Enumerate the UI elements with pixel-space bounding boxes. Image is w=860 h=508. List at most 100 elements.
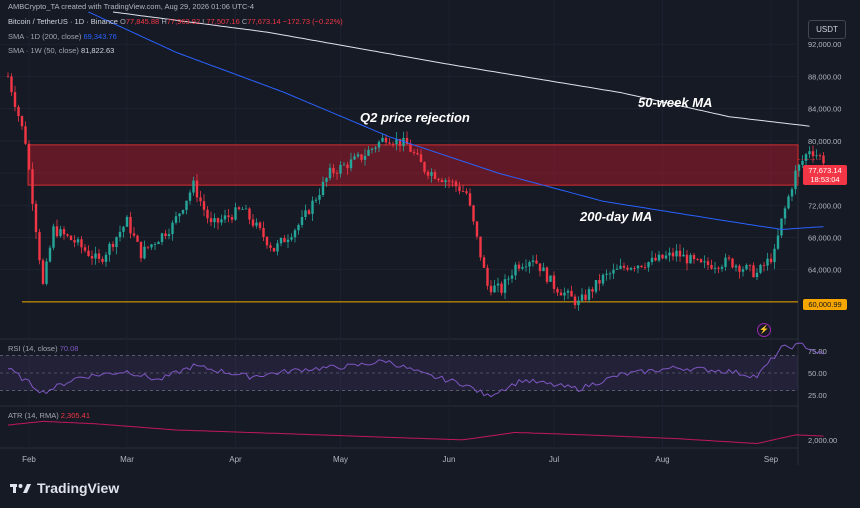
candle-body xyxy=(412,151,416,154)
candle-body xyxy=(692,255,696,259)
candle-body xyxy=(801,160,804,165)
rsi-legend[interactable]: RSI (14, close) 70.08 xyxy=(8,344,78,353)
candle-body xyxy=(262,227,265,238)
candle-body xyxy=(66,234,69,236)
candle-body xyxy=(90,255,94,259)
price-tick-label: 68,000.00 xyxy=(808,233,841,242)
candle-body xyxy=(307,210,311,214)
candle-body xyxy=(52,226,55,248)
candle-body xyxy=(146,246,150,248)
candle-body xyxy=(804,154,808,161)
candle-body xyxy=(664,255,668,259)
candle-body xyxy=(500,283,503,293)
candle-body xyxy=(167,234,171,237)
candle-body xyxy=(10,76,13,93)
atr-label: ATR (14, RMA) xyxy=(8,411,59,420)
price-tick-label: 72,000.00 xyxy=(808,201,841,210)
lightning-icon[interactable]: ⚡ xyxy=(757,323,771,337)
candle-body xyxy=(300,217,304,225)
support-price-tag: 60,000.99 xyxy=(803,299,847,310)
candle-body xyxy=(531,260,535,263)
candle-body xyxy=(279,237,283,244)
symbol-name[interactable]: Bitcoin / TetherUS · 1D · Binance xyxy=(8,17,118,26)
candle-body xyxy=(76,239,80,243)
candle-body xyxy=(237,207,241,210)
candle-body xyxy=(591,289,594,292)
candle-body xyxy=(577,300,580,306)
close-label: C xyxy=(241,17,248,26)
close-value: 77,673.14 xyxy=(247,17,281,26)
candle-body xyxy=(594,280,598,292)
candle-body xyxy=(657,254,661,261)
currency-button[interactable]: USDT xyxy=(808,20,846,39)
candle-body xyxy=(188,192,192,201)
candle-body xyxy=(230,217,234,220)
candle-body xyxy=(437,178,440,180)
candle-body xyxy=(759,264,762,273)
rsi-value: 70.08 xyxy=(59,344,79,353)
candle-body xyxy=(731,258,734,268)
candle-body xyxy=(391,143,395,145)
candle-body xyxy=(342,164,346,166)
sma50-label: SMA · 1W (50, close) xyxy=(8,46,79,55)
candle-body xyxy=(370,148,374,150)
candle-body xyxy=(559,292,563,296)
candle-body xyxy=(377,141,381,148)
candle-body xyxy=(80,239,83,248)
price-tick-label: 64,000.00 xyxy=(808,266,841,275)
candle-body xyxy=(132,233,136,236)
candle-body xyxy=(181,209,185,214)
candle-body xyxy=(451,181,454,183)
candle-body xyxy=(640,265,643,268)
time-axis-label: Apr xyxy=(229,455,242,464)
candle-body xyxy=(160,233,164,243)
candle-body xyxy=(69,235,73,241)
candle-body xyxy=(94,253,97,259)
candle-body xyxy=(619,265,622,269)
candle-body xyxy=(293,230,297,238)
candle-body xyxy=(20,116,24,127)
candle-body xyxy=(185,200,188,210)
sma50-legend[interactable]: SMA · 1W (50, close) 81,822.63 xyxy=(8,46,114,55)
candle-body xyxy=(409,144,412,152)
candle-body xyxy=(556,288,559,293)
candle-body xyxy=(626,267,629,270)
candle-body xyxy=(818,155,822,157)
candle-body xyxy=(647,262,650,268)
candle-body xyxy=(650,257,654,263)
candle-body xyxy=(202,201,206,210)
candle-body xyxy=(612,269,615,274)
candle-body xyxy=(668,252,671,256)
candle-body xyxy=(535,260,538,264)
candle-body xyxy=(24,126,27,144)
candle-body xyxy=(524,266,528,268)
sma200-legend[interactable]: SMA · 1D (200, close) 69,343.76 xyxy=(8,32,117,41)
candle-body xyxy=(489,285,493,293)
candle-body xyxy=(153,244,157,245)
candle-body xyxy=(286,239,290,243)
candle-body xyxy=(283,237,286,243)
rsi-tick-label: 25.00 xyxy=(808,391,827,400)
candle-body xyxy=(174,216,178,223)
price-tick-label: 92,000.00 xyxy=(808,40,841,49)
candle-body xyxy=(521,267,524,269)
candle-body xyxy=(206,209,209,219)
candle-body xyxy=(125,216,129,227)
candle-body xyxy=(654,257,657,261)
atr-tick-label: 2,000.00 xyxy=(808,436,837,445)
atr-legend[interactable]: ATR (14, RMA) 2,305.41 xyxy=(8,411,90,420)
candle-body xyxy=(433,172,437,179)
candle-body xyxy=(699,259,703,263)
change-value: −172.73 (−0.22%) xyxy=(282,17,343,26)
candle-body xyxy=(671,252,675,257)
candle-body xyxy=(479,236,482,258)
candle-body xyxy=(815,155,818,157)
candle-body xyxy=(349,159,353,169)
chart-watermark-caption: AMBCrypto_TA created with TradingView.co… xyxy=(8,2,255,11)
candle-body xyxy=(276,243,279,252)
tradingview-mark-icon xyxy=(10,484,31,493)
candle-body xyxy=(339,164,342,174)
tradingview-logo[interactable]: TradingView xyxy=(10,480,119,496)
annotation-50-week-ma: 50-week MA xyxy=(638,95,713,110)
